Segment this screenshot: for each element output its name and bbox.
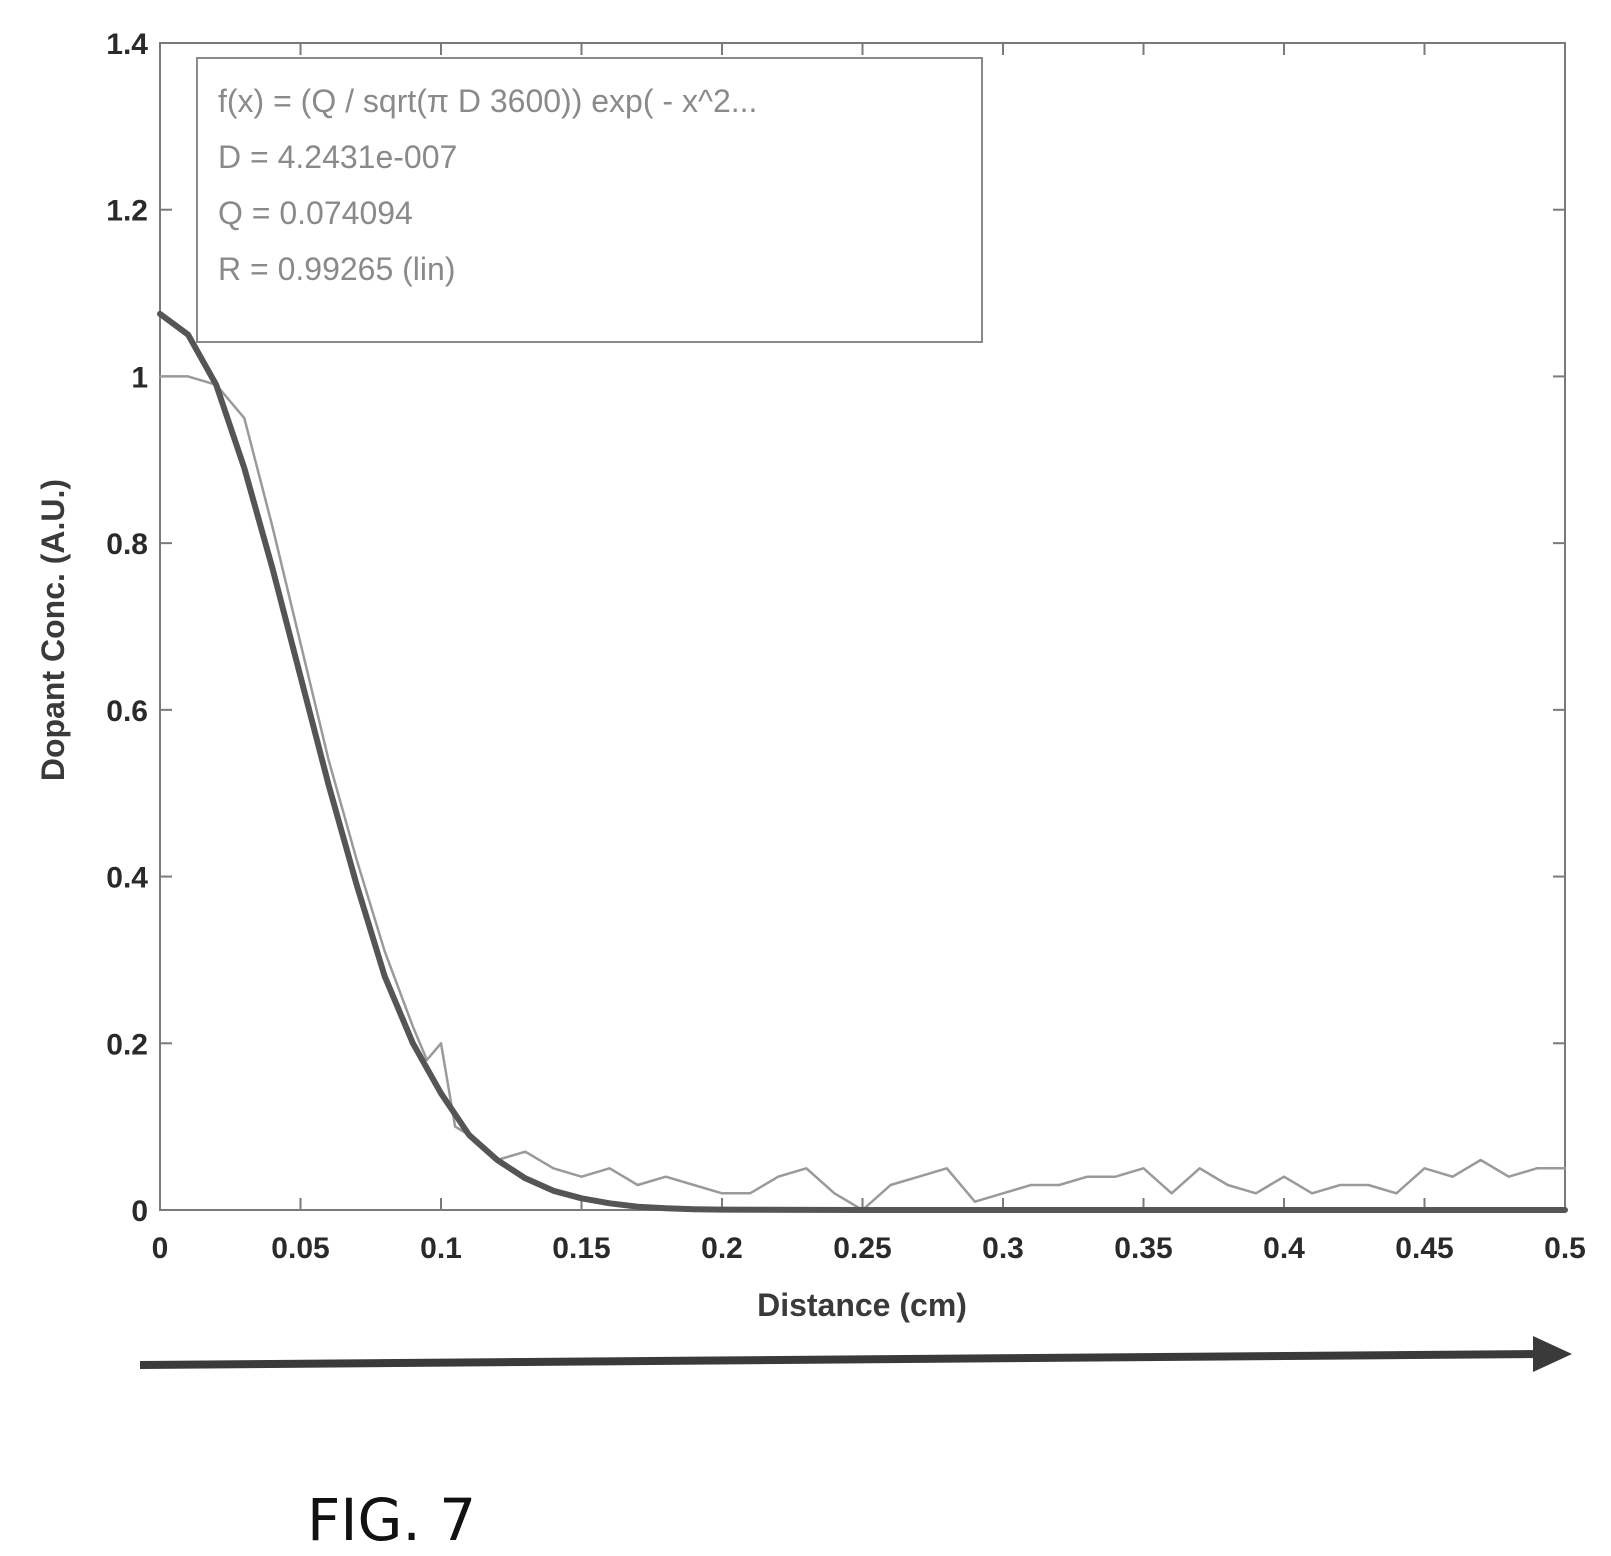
x-tick-label: 0.45 bbox=[1395, 1232, 1453, 1265]
fit-result-box-frame bbox=[196, 57, 983, 343]
fit-equation: f(x) = (Q / sqrt(π D 3600)) exp( - x^2..… bbox=[218, 83, 757, 119]
x-tick-label: 0.25 bbox=[833, 1232, 891, 1265]
x-tick-label: 0.5 bbox=[1544, 1232, 1586, 1265]
x-axis-label: Distance (cm) bbox=[757, 1287, 967, 1323]
y-tick-label: 0.8 bbox=[106, 528, 148, 561]
x-tick-label: 0.4 bbox=[1263, 1232, 1305, 1265]
measured-data-line bbox=[158, 375, 1567, 1212]
plot-series bbox=[157, 310, 1568, 1213]
x-tick-label: 0 bbox=[152, 1232, 169, 1265]
x-tick-label: 0.1 bbox=[420, 1232, 462, 1265]
direction-arrow bbox=[140, 1336, 1572, 1372]
y-tick-label: 0.2 bbox=[106, 1028, 148, 1061]
direction-arrow-head bbox=[1533, 1336, 1572, 1372]
fit-param-d: D = 4.2431e-007 bbox=[218, 139, 457, 175]
y-tick-label: 0.6 bbox=[106, 695, 148, 728]
x-tick-label: 0.2 bbox=[701, 1232, 743, 1265]
figure-caption: FIG. 7 bbox=[307, 1486, 476, 1554]
y-tick-label: 0 bbox=[131, 1195, 148, 1228]
x-tick-label: 0.35 bbox=[1114, 1232, 1172, 1265]
direction-arrow-shaft bbox=[140, 1350, 1540, 1369]
y-tick-label: 1.2 bbox=[106, 195, 148, 228]
x-tick-label: 0.15 bbox=[552, 1232, 610, 1265]
x-tick-label: 0.3 bbox=[982, 1232, 1024, 1265]
x-tick-label: 0.05 bbox=[271, 1232, 329, 1265]
fit-result-box: f(x) = (Q / sqrt(π D 3600)) exp( - x^2..… bbox=[196, 57, 983, 343]
y-axis-ticks: 0 0.2 0.4 0.6 0.8 1 1.2 1.4 bbox=[106, 28, 1565, 1228]
y-tick-label: 0.4 bbox=[106, 862, 148, 895]
fit-curve-line bbox=[157, 310, 1568, 1213]
x-axis-ticks: 0 0.05 0.1 0.15 0.2 0.25 0.3 0.35 0.4 0.45 0.5 bbox=[152, 43, 1586, 1265]
y-tick-label: 1 bbox=[131, 361, 148, 394]
fit-param-q: Q = 0.074094 bbox=[218, 195, 413, 231]
fit-param-r: R = 0.99265 (lin) bbox=[218, 251, 455, 287]
y-tick-label: 1.4 bbox=[106, 28, 148, 61]
y-axis-label: Dopant Conc. (A.U.) bbox=[35, 479, 71, 781]
